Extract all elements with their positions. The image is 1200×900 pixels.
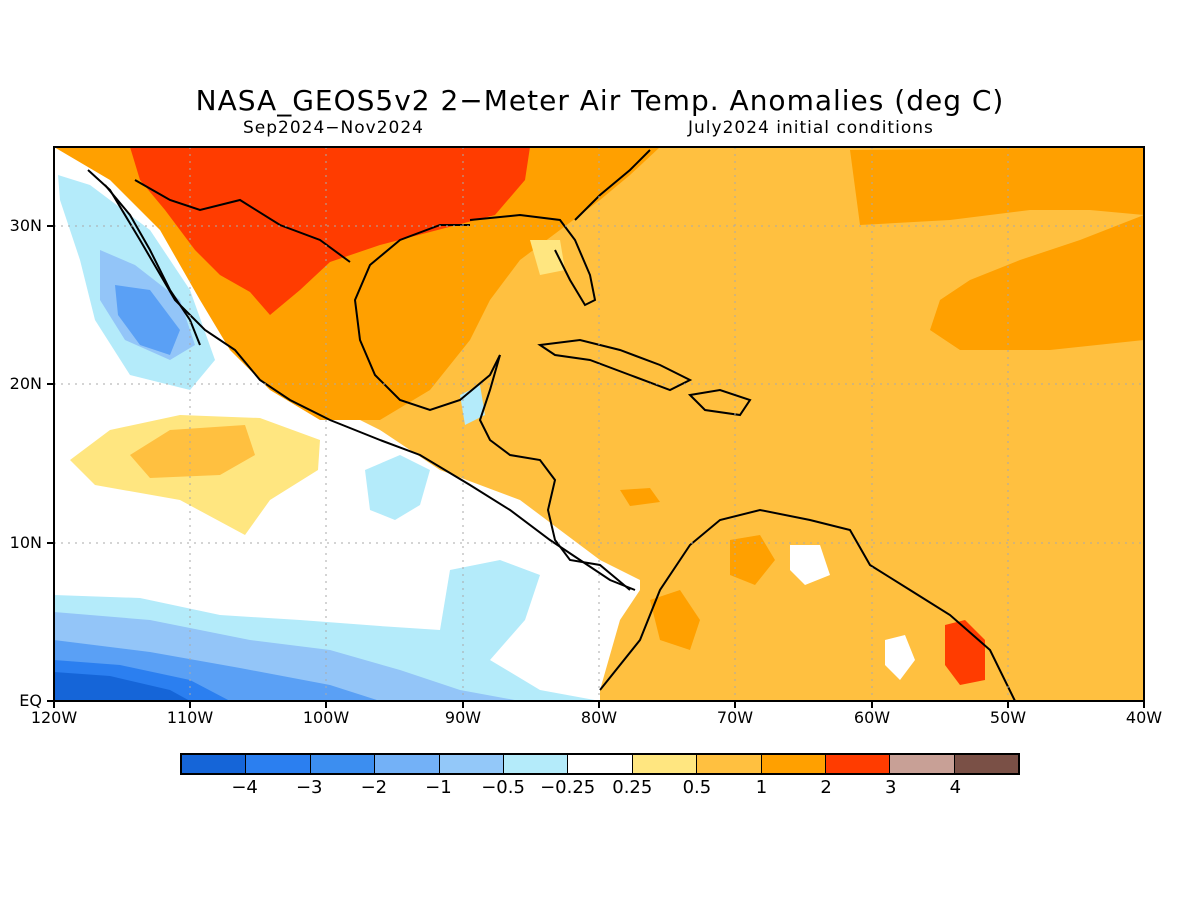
legend-tick-label: −3 — [295, 777, 323, 798]
legend-swatch-7 — [632, 755, 698, 773]
border-us-mexico — [134, 179, 351, 263]
pacific-warm-core — [130, 425, 255, 478]
lon-label-100w: 100W — [302, 708, 350, 727]
legend-tick-label: −0.25 — [540, 777, 596, 798]
color-legend — [180, 753, 1020, 775]
legend-swatch-8 — [697, 755, 762, 773]
lon-label-110w: 110W — [166, 708, 214, 727]
legend-tick-label: 2 — [820, 777, 832, 798]
coastline-south-america — [599, 508, 1016, 701]
sa-neutral-patch-1 — [790, 545, 830, 585]
legend-swatch-6 — [568, 755, 633, 773]
coastline-cuba — [537, 338, 693, 392]
coastline-baja — [104, 184, 201, 346]
lat-label-30n: 30N — [9, 216, 42, 235]
sa-warm-patch — [650, 590, 700, 650]
initial-conditions: July2024 initial conditions — [688, 118, 934, 138]
lon-label-60w: 60W — [853, 708, 891, 727]
coastline-central-america-caribbean — [478, 354, 631, 591]
legend-swatch-4 — [439, 755, 504, 773]
legend-swatch-11 — [890, 755, 955, 773]
gulf-tehuantepec-cool — [365, 455, 430, 520]
legend-tick-label: 4 — [949, 777, 962, 798]
legend-swatch-9 — [761, 755, 826, 773]
chart-title: NASA_GEOS5v2 2−Meter Air Temp. Anomalies… — [195, 84, 1005, 117]
legend-tick-label: 0.25 — [612, 777, 653, 798]
eq-cool-band-5 — [54, 672, 190, 701]
us-hot-area — [130, 147, 530, 315]
anomaly-map — [47, 146, 1145, 708]
legend-tick-label: −1 — [425, 777, 452, 798]
lon-label-70w: 70W — [716, 708, 754, 727]
coastline-florida — [469, 213, 597, 307]
caribbean-warm-patch — [620, 488, 660, 506]
legend-tick-label: −4 — [231, 777, 258, 798]
atlantic-warm-area — [850, 147, 1144, 350]
coastline-gulf — [353, 224, 501, 412]
legend-tick-label: −2 — [360, 777, 388, 798]
legend-swatch-12 — [954, 755, 1019, 773]
fl-mild-patch — [530, 240, 565, 275]
legend-tick-label: −0.5 — [481, 777, 525, 798]
legend-swatch-5 — [503, 755, 569, 773]
lon-label-90w: 90W — [444, 708, 482, 727]
lon-label-50w: 50W — [989, 708, 1027, 727]
legend-tick-label: 1 — [755, 777, 768, 798]
legend-tick-label: 0.5 — [682, 777, 712, 798]
lon-label-120w: 120W — [30, 708, 78, 727]
legend-swatch-0 — [182, 755, 247, 773]
legend-swatch-10 — [825, 755, 891, 773]
sa-warm-patch-2 — [730, 535, 775, 585]
sa-neutral-patch-2 — [885, 635, 915, 680]
legend-swatch-3 — [375, 755, 440, 773]
lon-label-80w: 80W — [580, 708, 618, 727]
legend-tick-label: 3 — [885, 777, 897, 798]
forecast-period: Sep2024−Nov2024 — [243, 118, 424, 138]
legend-swatch-1 — [246, 755, 311, 773]
coastline-us-east — [574, 149, 651, 221]
lon-label-40w: 40W — [1125, 708, 1163, 727]
lat-label-10n: 10N — [9, 533, 42, 552]
lat-label-eq: EQ — [19, 691, 42, 710]
legend-swatch-2 — [310, 755, 376, 773]
lat-label-20n: 20N — [9, 374, 42, 393]
baja-cold-core — [115, 285, 180, 355]
coastline-hispaniola — [687, 388, 752, 417]
